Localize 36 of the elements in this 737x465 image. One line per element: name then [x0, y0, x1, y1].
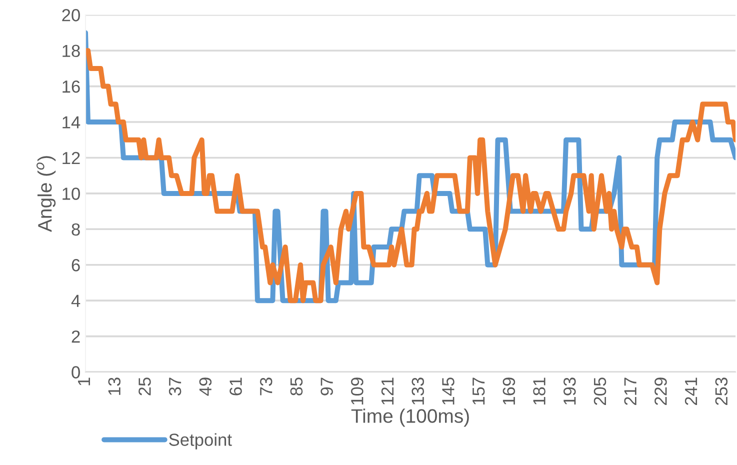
x-tick-label: 61: [230, 378, 242, 396]
x-tick-label: 205: [594, 378, 606, 405]
y-axis-title: Angle ($^{o}$): [36, 156, 56, 232]
x-tick-label: 1: [78, 378, 90, 386]
x-tick-label: 145: [442, 378, 454, 404]
y-tick-label: 6: [72, 259, 80, 272]
x-tick-label: 97: [320, 378, 333, 396]
x-tick-label: 169: [502, 378, 516, 404]
y-tick-label: 2: [72, 330, 80, 343]
x-tick-label: 157: [472, 378, 485, 404]
x-tick-label: 49: [199, 378, 212, 396]
x-tick-label: 193: [563, 378, 576, 404]
y-tick-label: 12: [62, 152, 80, 164]
x-tick-label: 253: [715, 378, 728, 405]
y-tick-label: 16: [62, 80, 80, 93]
x-tick-label: 241: [684, 378, 698, 405]
y-tick-label: 14: [62, 116, 80, 128]
x-tick-label: 37: [168, 378, 182, 396]
y-tick-label: 20: [62, 9, 80, 22]
x-tick-label: 109: [351, 378, 364, 404]
x-tick-label: 121: [381, 378, 394, 404]
y-tick-label: 18: [62, 44, 80, 58]
x-tick-label: 217: [624, 378, 636, 405]
x-tick-label: 133: [412, 378, 424, 404]
y-tick-label: 8: [72, 223, 80, 236]
legend-label: Setpoint: [169, 433, 232, 450]
x-tick-label: 229: [654, 378, 667, 405]
x-tick-label: 181: [533, 378, 546, 404]
x-axis-title: Time (100ms): [351, 408, 469, 427]
y-tick-label: 4: [71, 294, 80, 307]
y-tick-label: 10: [62, 188, 80, 200]
y-tick-label: 0: [72, 366, 80, 378]
x-tick-label: 85: [290, 378, 303, 396]
x-tick-label: 25: [138, 378, 151, 396]
x-tick-label: 73: [260, 378, 272, 396]
x-tick-label: 13: [108, 378, 121, 395]
